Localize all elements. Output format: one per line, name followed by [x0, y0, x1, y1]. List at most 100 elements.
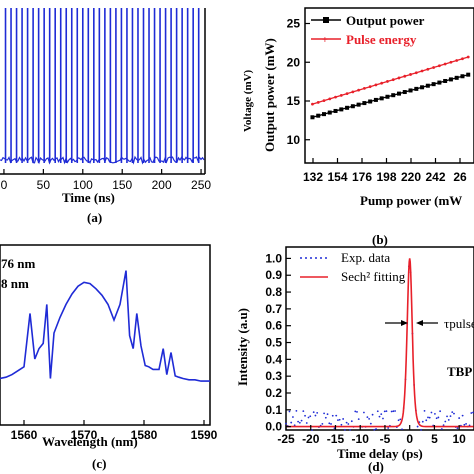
- panel-b-y-tick-label: 15: [287, 94, 301, 108]
- panel-d-exp-point: [338, 418, 341, 421]
- panel-d-y-tick-label: 0.5: [265, 336, 282, 350]
- panel-d-xlabel: Time delay (ps): [337, 446, 423, 461]
- panel-d-x-tick-label: -5: [380, 432, 391, 446]
- panel-d-exp-point: [420, 428, 422, 431]
- panel-d-exp-point: [472, 411, 474, 414]
- panel-d-exp-point: [328, 422, 331, 425]
- output-power-point: [437, 80, 442, 85]
- panel-d-y-tick-label: 0.0: [265, 420, 282, 434]
- panel-b-xlabel: Pump power (mW: [360, 193, 462, 208]
- pulse-energy-point: [466, 55, 470, 59]
- panel-a-baseline: [0, 155, 205, 165]
- panel-d-y-tick-label: 0.2: [265, 386, 282, 400]
- panel-d-exp-point: [323, 412, 325, 415]
- panel-d-exp-point: [300, 419, 303, 422]
- panel-b-x-tick-label: 242: [425, 170, 445, 184]
- panel-d-exp-point: [304, 414, 306, 417]
- output-power-point: [396, 91, 401, 96]
- panel-d-exp-point: [311, 429, 313, 431]
- panel-d-exp-point: [425, 419, 428, 422]
- output-power-point: [431, 82, 436, 87]
- panel-d: -25 -20 -15 -10 -5 0 5 10 0.0 0.1 0.2 0.3 0.4 0.5 0.6 0…: [235, 246, 474, 474]
- panel-b-series: [310, 55, 471, 120]
- panel-c-xlabel: Wavelength (nm): [42, 434, 138, 449]
- panel-d-exp-point: [423, 410, 426, 412]
- panel-d-exp-point: [392, 410, 395, 413]
- panel-d-exp-point: [371, 413, 374, 416]
- panel-c: 1560 1570 1580 1590 76 nm 8 nm Wavelength (…: [0, 244, 218, 471]
- panel-d-exp-point: [354, 410, 357, 413]
- panel-d-exp-point: [288, 410, 291, 413]
- panel-d-exp-point: [394, 410, 396, 412]
- panel-d-exp-point: [399, 418, 402, 421]
- panel-d-exp-point: [401, 428, 403, 431]
- panel-d-y-tick-label: 0.9: [265, 268, 282, 282]
- output-power-point: [327, 110, 332, 115]
- panel-d-exp-point: [290, 421, 293, 424]
- panel-d-exp-point: [421, 420, 424, 423]
- pulse-energy-point: [357, 88, 361, 92]
- legend-pulse-energy-label: Pulse energy: [346, 32, 417, 47]
- panel-d-exp-point: [357, 418, 360, 421]
- panel-d-exp-point: [390, 410, 393, 413]
- panel-c-spectrum: [0, 270, 210, 382]
- panel-d-exp-point: [376, 410, 379, 413]
- panel-b-y-tick-label: 10: [287, 133, 301, 147]
- legend-output-power-marker: [323, 17, 329, 23]
- panel-d-exp-point: [363, 411, 365, 414]
- output-power-line: [312, 74, 469, 118]
- panel-c-tick-label: 1560: [11, 428, 38, 442]
- panel-d-y-tick-label: 1.0: [265, 251, 282, 265]
- pulse-energy-point: [328, 97, 332, 101]
- legend-pulse-energy-marker: +: [322, 35, 328, 46]
- panel-d-exp-point: [387, 427, 390, 429]
- panel-d-exp-point: [440, 428, 443, 430]
- pulse-energy-point: [461, 57, 464, 61]
- panel-a-tick-label: 100: [73, 178, 93, 192]
- panel-d-x-tick-label: 10: [452, 432, 466, 446]
- panel-d-exp-point: [463, 423, 466, 426]
- panel-d-tau-annotation: τpulse: [444, 316, 474, 331]
- panel-d-x-tick-label: -20: [302, 432, 320, 446]
- panel-d-ticks: -25 -20 -15 -10 -5 0 5 10 0.0 0.1 0.2 0.3 0.4 0.5 0.6 0…: [265, 251, 466, 446]
- pulse-energy-point: [409, 73, 412, 76]
- panel-d-frame: [285, 246, 474, 431]
- panel-d-exp-point: [331, 414, 334, 417]
- output-power-point: [368, 99, 373, 104]
- panel-d-exp-point: [444, 420, 447, 423]
- panel-d-sech2-fit: [286, 258, 474, 428]
- output-power-point: [362, 101, 367, 106]
- pulse-energy-point: [368, 85, 372, 89]
- pulse-energy-point: [339, 93, 343, 97]
- panel-d-exp-point: [382, 417, 384, 420]
- output-power-point: [356, 102, 361, 107]
- panel-c-annotation-1: 76 nm: [1, 256, 35, 271]
- pulse-energy-point: [380, 81, 384, 85]
- panel-c-annotation-2: 8 nm: [1, 276, 29, 291]
- output-power-point: [373, 97, 378, 102]
- panel-c-label: (c): [92, 456, 106, 471]
- panel-d-exp-point: [324, 416, 327, 419]
- output-power-point: [454, 75, 459, 80]
- output-power-point: [385, 94, 390, 99]
- pulse-energy-point: [403, 74, 407, 78]
- panel-a-tick-label: 250: [191, 178, 211, 192]
- pulse-energy-point: [455, 59, 459, 62]
- panel-d-exp-point: [342, 418, 345, 420]
- panel-d-exp-point: [385, 410, 388, 413]
- panel-d-exp-point: [380, 413, 383, 416]
- pulse-energy-point: [432, 66, 436, 69]
- panel-d-exp-point: [366, 416, 369, 418]
- output-power-point: [425, 83, 430, 88]
- output-power-point: [316, 113, 321, 118]
- panel-a-tick-label: 0: [1, 178, 8, 192]
- panel-d-exp-point: [314, 414, 317, 417]
- legend-output-power-label: Output power: [346, 13, 425, 28]
- panel-d-exp-point: [465, 422, 467, 425]
- pulse-energy-point: [311, 102, 314, 106]
- panel-c-tick-label: 1590: [191, 428, 218, 442]
- output-power-point: [350, 104, 355, 109]
- panel-d-exp-point: [427, 416, 429, 419]
- pulse-energy-point: [362, 87, 366, 90]
- output-power-point: [443, 78, 448, 83]
